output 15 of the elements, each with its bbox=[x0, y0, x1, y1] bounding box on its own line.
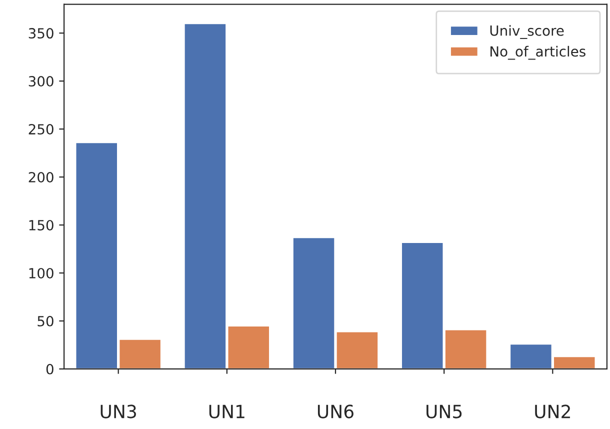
x-tick-label: UN2 bbox=[535, 404, 570, 418]
y-tick-label: 250 bbox=[28, 124, 54, 135]
y-tick-label: 150 bbox=[29, 220, 54, 230]
legend-label: Univ_score bbox=[490, 25, 564, 39]
y-tick-label: 200 bbox=[28, 172, 54, 182]
y-tick-label: 350 bbox=[28, 28, 54, 39]
y-tick-label: 0 bbox=[46, 364, 54, 374]
y-tick-label: 50 bbox=[38, 316, 54, 326]
x-tick-label: UN3 bbox=[100, 404, 136, 418]
x-tick-label: UN5 bbox=[426, 404, 462, 418]
y-tick-label: 100 bbox=[29, 268, 54, 278]
legend-label: No_of_articles bbox=[490, 46, 586, 60]
x-tick-label: UN1 bbox=[209, 404, 244, 418]
x-tick-label: UN6 bbox=[318, 404, 354, 418]
y-tick-label: 300 bbox=[28, 76, 54, 87]
